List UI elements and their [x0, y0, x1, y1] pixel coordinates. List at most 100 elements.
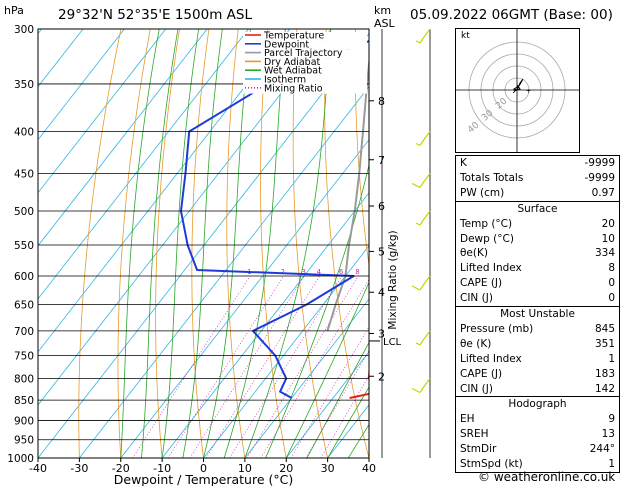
pressure-tick-label: 650 — [14, 300, 34, 312]
dry-adiabat-line — [354, 29, 369, 268]
wind-barb-flag — [415, 222, 421, 226]
mixing-ratio-line — [205, 275, 320, 458]
unstable-header: Most Unstable — [456, 306, 619, 322]
isotherm-line — [38, 29, 125, 141]
unstable-row: Pressure (mb) 845 — [460, 323, 615, 336]
legend-bg — [243, 67, 367, 76]
mixing-ratio-line — [167, 275, 284, 458]
mixing-ratio-label: 8 — [355, 268, 359, 276]
legend-item: Mixing Ratio — [264, 83, 323, 94]
wind-barb — [419, 28, 431, 44]
wet-adiabat-line — [327, 386, 369, 458]
legend-bg — [243, 76, 367, 85]
location-title: 29°32'N 52°35'E 1500m ASL — [58, 7, 252, 23]
dry-adiabat-line — [78, 29, 122, 458]
legend-item: Temperature — [263, 31, 324, 42]
surface-row: Temp (°C) 20 — [460, 217, 615, 230]
mixing-ratio-axis-label: Mixing Ratio (g/kg) — [387, 230, 399, 329]
datetime-title: 05.09.2022 06GMT (Base: 00) — [410, 7, 613, 23]
temp-tick-label: -30 — [70, 462, 88, 475]
wet-adiabat-line — [141, 29, 179, 458]
hpa-label: hPa — [4, 4, 24, 17]
dry-adiabat-line — [155, 29, 180, 458]
svg-text:+: + — [526, 88, 531, 95]
pressure-tick-label: 350 — [14, 79, 34, 91]
temp-tick-label: 10 — [238, 462, 252, 475]
mixing-ratio-line — [132, 275, 251, 458]
km-tick-label: 3 — [378, 327, 385, 340]
isotherm-line — [79, 86, 369, 458]
wind-barb — [419, 378, 431, 393]
temp-tick-label: -10 — [153, 462, 171, 475]
pressure-tick-label: 500 — [14, 206, 34, 218]
km-tick-label: 5 — [378, 245, 385, 258]
mixing-ratio-label: 6 — [339, 268, 344, 276]
pressure-tick-label: 400 — [14, 127, 34, 139]
copyright: © weatheronline.co.uk — [478, 470, 616, 484]
dewpoint-line — [179, 39, 369, 399]
km-tick-label: 2 — [378, 370, 385, 383]
pressure-tick-label: 1000 — [7, 453, 34, 465]
pressure-tick-label: 450 — [14, 168, 34, 180]
hodograph: + kt 40 30 20 — [455, 28, 580, 153]
km-tick-label: 8 — [378, 95, 385, 108]
wind-barb-flag — [411, 387, 421, 394]
unstable-row: CAPE (J) 183 — [460, 367, 615, 380]
wind-barb-flag — [415, 40, 421, 44]
x-axis-label: Dewpoint / Temperature (°C) — [114, 472, 293, 486]
wind-barb — [419, 173, 431, 188]
surface-row: Dewp (°C) 10 — [460, 232, 615, 245]
hodo-row: SREH 13 — [460, 428, 615, 441]
legend-item: Parcel Trajectory — [264, 48, 343, 59]
wind-barb-flag — [415, 142, 421, 147]
hodo-row: EH 9 — [460, 413, 615, 426]
unstable-row: CIN (J) 142 — [460, 382, 615, 395]
hodograph-header: Hodograph — [456, 396, 619, 412]
wind-barb — [419, 210, 431, 226]
pressure-tick-label: 800 — [14, 373, 34, 385]
dry-adiabat-line — [117, 29, 151, 458]
mixing-ratio-label: 20 — [411, 268, 420, 276]
km-tick-label: 6 — [378, 200, 385, 213]
km-label: km — [374, 4, 392, 17]
legend-item: Isotherm — [264, 75, 306, 86]
mixing-ratio-label: 3 — [301, 268, 305, 276]
isotherm-line — [38, 29, 332, 406]
mixing-ratio-label: 25 — [425, 268, 434, 276]
wet-adiabat-line — [306, 341, 369, 458]
temp-tick-label: -40 — [29, 462, 47, 475]
mixing-ratio-line — [260, 278, 369, 458]
surface-header: Surface — [456, 200, 619, 217]
legend-bg — [243, 32, 367, 41]
index-row: PW (cm) 0.97 — [460, 186, 615, 199]
isotherm-line — [120, 139, 369, 458]
temp-tick-label: 0 — [200, 462, 207, 475]
index-row: Totals Totals -9999 — [460, 171, 615, 184]
lcl-label: LCL — [383, 337, 402, 348]
pressure-tick-label: 750 — [14, 350, 34, 362]
hodo-unit: kt — [461, 31, 470, 41]
pressure-tick-label: 600 — [14, 271, 34, 283]
mixing-ratio-line — [189, 275, 305, 458]
temp-tick-label: 20 — [279, 462, 293, 475]
isotherm-line — [244, 298, 369, 458]
legend-bg — [243, 84, 367, 94]
temp-tick-label: 30 — [321, 462, 335, 475]
wind-barb-flag — [415, 342, 421, 346]
mixing-ratio-line — [246, 275, 359, 458]
pressure-tick-label: 900 — [14, 415, 34, 427]
wind-barb — [419, 275, 431, 291]
dry-adiabat-line — [191, 29, 210, 458]
legend-item: Wet Adiabat — [264, 66, 322, 77]
asl-label: ASL — [374, 17, 395, 30]
surface-row: CIN (J) 0 — [460, 292, 615, 305]
legend-bg — [243, 49, 367, 59]
km-tick-label: 7 — [378, 154, 385, 167]
mixing-ratio-line — [229, 275, 343, 458]
index-row: K -9999 — [460, 157, 615, 169]
km-tick-label: 4 — [378, 286, 385, 299]
isotherm-line — [38, 32, 369, 458]
isotherm-line — [38, 29, 167, 194]
pressure-tick-label: 550 — [14, 240, 34, 252]
